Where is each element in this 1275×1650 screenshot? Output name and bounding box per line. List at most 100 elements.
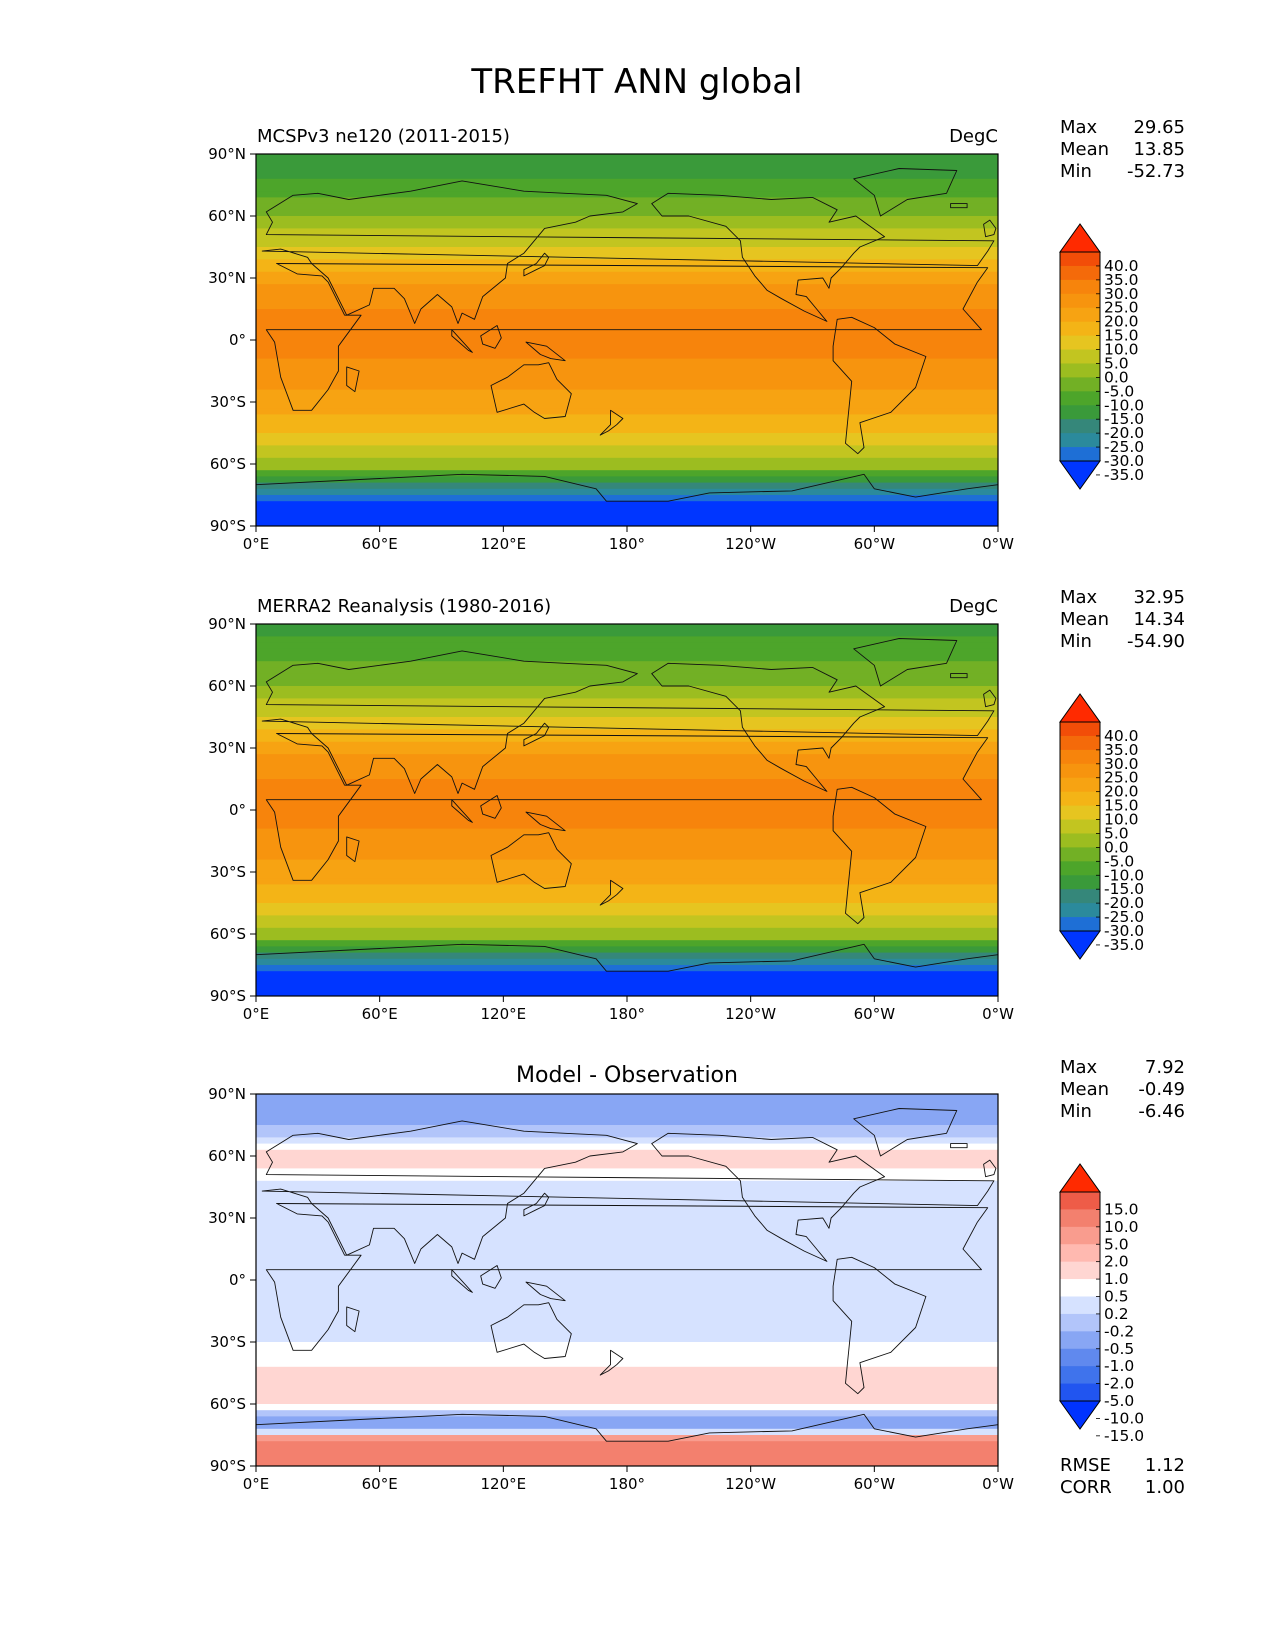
colorbar-tick-label: -35.0: [1104, 466, 1144, 484]
y-tick-label: 60°S: [210, 1395, 246, 1413]
colorbar-segment: [1060, 735, 1100, 751]
lat-band: [256, 692, 998, 699]
lat-band: [256, 760, 998, 768]
coastline-japan: [523, 1192, 550, 1217]
lat-band: [256, 1298, 998, 1306]
coastline-south-america: [832, 316, 927, 455]
colorbar-tick-label: -25.0: [1104, 438, 1144, 456]
colorbar-segment: [1060, 1383, 1100, 1402]
lat-band: [256, 865, 998, 873]
lat-band: [256, 710, 998, 718]
y-tick-label: 60°N: [208, 1147, 246, 1165]
panel-left-title: MERRA2 Reanalysis (1980-2016): [257, 596, 551, 617]
colorbar-segment: [1060, 447, 1100, 462]
lat-band: [256, 946, 998, 954]
coastline-greenland: [853, 168, 958, 217]
lat-band: [256, 791, 998, 799]
lat-band: [256, 451, 998, 459]
coastline-eurasia: [261, 1120, 995, 1264]
coastline-new-guinea: [525, 1281, 566, 1302]
lat-band: [256, 903, 998, 910]
lat-band: [256, 327, 998, 335]
coastline-north-america: [651, 662, 886, 792]
lat-band: [256, 482, 998, 490]
lat-band: [256, 661, 998, 668]
colorbar-obs: 40.035.030.025.020.015.010.05.00.0-5.0-1…: [1059, 693, 1144, 960]
extra-stat-label-rmse: RMSE: [1060, 1455, 1111, 1476]
lat-band: [256, 1230, 998, 1238]
lat-band: [256, 414, 998, 422]
colorbar-segment: [1060, 1244, 1100, 1263]
lat-band: [256, 470, 998, 477]
x-tick-label: 0°E: [243, 535, 270, 553]
lat-band: [256, 247, 998, 254]
lat-band: [256, 1180, 998, 1188]
colorbar-tick-label: 0.5: [1104, 1288, 1129, 1306]
colorbar-segment: [1060, 1313, 1100, 1332]
lat-band: [256, 433, 998, 440]
y-tick-label: 60°N: [208, 207, 246, 225]
lat-band: [256, 402, 998, 409]
colorbar-segment: [1060, 777, 1100, 793]
lat-band: [256, 209, 998, 217]
lat-band: [256, 896, 998, 904]
colorbar-segment: [1060, 433, 1100, 448]
stat-label-mean: Mean: [1060, 609, 1109, 630]
lat-band: [256, 1373, 998, 1380]
coastline-new-guinea: [525, 811, 566, 832]
y-tick-label: 30°S: [210, 393, 246, 411]
coastline-borneo: [480, 1265, 502, 1289]
y-tick-label: 90°S: [210, 987, 246, 1005]
lat-band: [256, 1261, 998, 1269]
colorbar-segment: [1060, 1279, 1100, 1297]
lat-band: [256, 915, 998, 923]
colorbar-segment: [1060, 363, 1100, 378]
colorbar-tick-label: -10.0: [1104, 866, 1144, 884]
coastline-eurasia: [261, 180, 995, 324]
lat-band: [256, 1348, 998, 1355]
lat-band: [256, 265, 998, 273]
colorbar-tick-label: -10.0: [1104, 1409, 1144, 1427]
colorbar-segment: [1060, 252, 1100, 267]
lat-band: [256, 1385, 998, 1393]
x-tick-label: 120°E: [481, 1005, 527, 1023]
coastline-sumatra: [451, 799, 473, 823]
lat-band: [256, 1118, 998, 1126]
lat-band: [256, 754, 998, 761]
lat-band: [256, 1255, 998, 1262]
colorbar-tick-label: 35.0: [1104, 741, 1139, 759]
colorbar-segment: [1060, 1209, 1100, 1228]
panel-units: DegC: [949, 596, 998, 617]
lat-band: [256, 1094, 998, 1101]
colorbar-extend-max: [1059, 693, 1101, 723]
colorbar-tick-label: 25.0: [1104, 769, 1139, 787]
lat-band: [256, 717, 998, 724]
lat-band: [256, 741, 998, 749]
coastline-north-america: [651, 1132, 886, 1262]
colorbar-segment: [1060, 1296, 1100, 1315]
stat-value-max: 32.95: [1133, 587, 1185, 608]
colorbar-tick-label: 0.2: [1104, 1305, 1129, 1323]
lat-band: [256, 395, 998, 403]
lat-band: [256, 834, 998, 842]
lat-band: [256, 952, 998, 960]
lat-band: [256, 1311, 998, 1318]
map-field-obs: [256, 624, 998, 996]
colorbar-segment: [1060, 321, 1100, 336]
colorbar-tick-label: 10.0: [1104, 811, 1139, 829]
lat-band: [256, 971, 998, 978]
x-tick-label: 60°W: [854, 535, 896, 553]
lat-band: [256, 271, 998, 279]
lat-band: [256, 859, 998, 867]
lat-band: [256, 884, 998, 892]
stat-value-max: 29.65: [1133, 117, 1185, 138]
colorbar-segment: [1060, 791, 1100, 806]
lat-band: [256, 1112, 998, 1120]
y-tick-label: 60°S: [210, 455, 246, 473]
lat-band: [256, 290, 998, 298]
lat-band: [256, 1286, 998, 1293]
lat-band: [256, 284, 998, 291]
lat-band: [256, 408, 998, 415]
lat-band: [256, 940, 998, 947]
x-tick-label: 0°E: [243, 1005, 270, 1023]
